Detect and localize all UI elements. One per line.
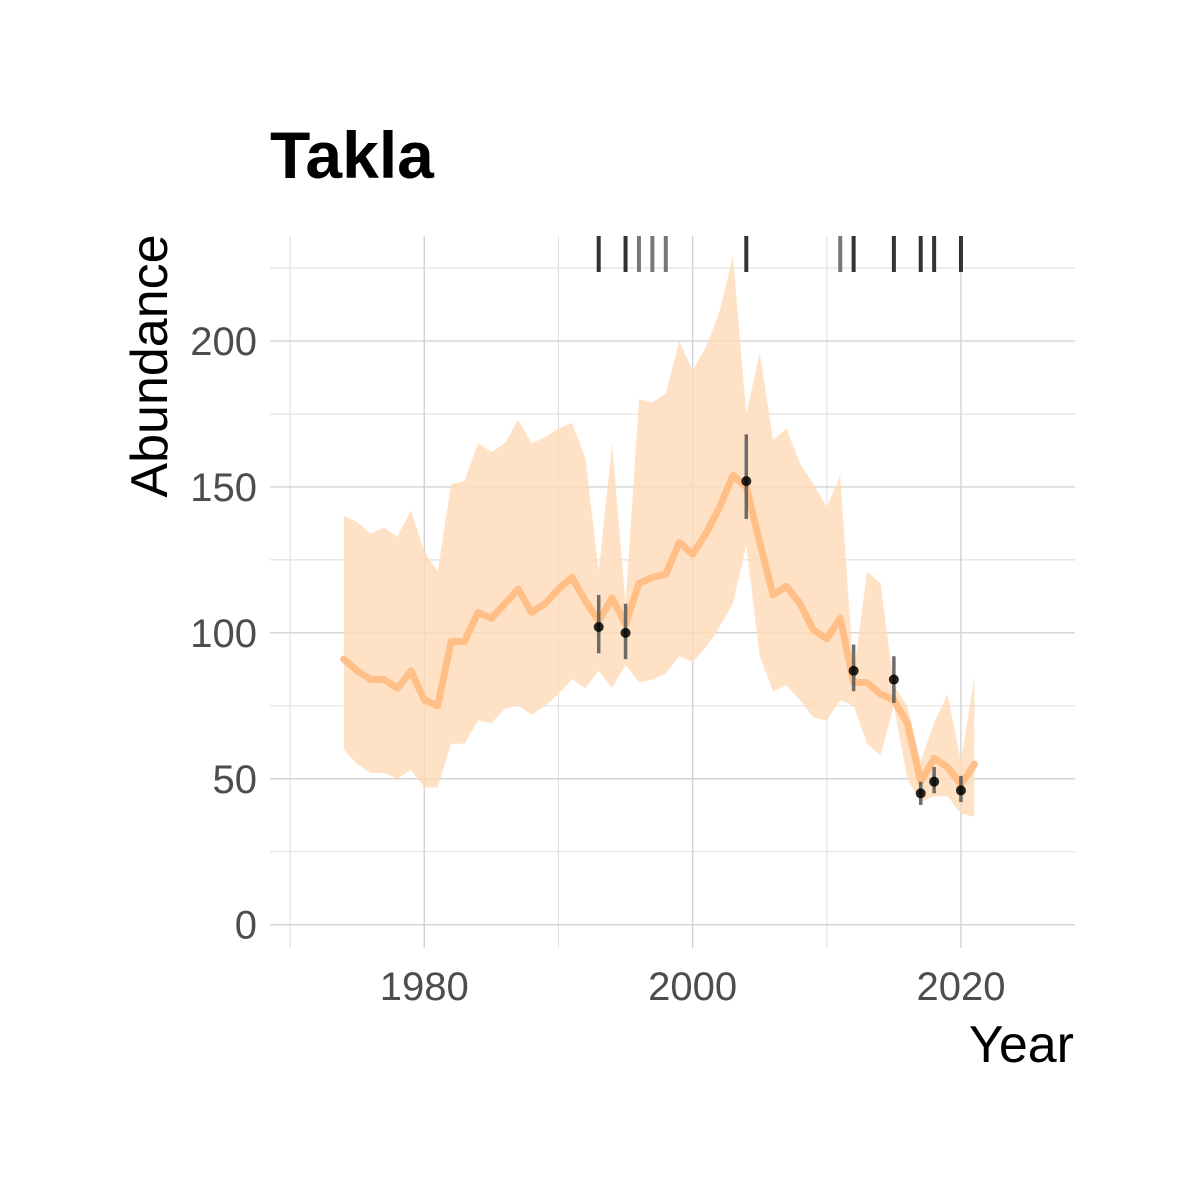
confidence-ribbon (343, 256, 975, 817)
x-tick-label: 1980 (380, 965, 469, 1009)
y-tick-label: 150 (190, 466, 257, 510)
observation-point (915, 788, 926, 799)
observation-point (848, 665, 859, 676)
survey-rug (596, 236, 963, 272)
observation-point (620, 627, 631, 638)
chart-title: Takla (270, 118, 435, 192)
axes: 1980 2000 2020 0 50 100 150 200 (190, 320, 1005, 1009)
y-tick-label: 0 (235, 904, 257, 948)
observation-point (955, 785, 966, 796)
y-tick-label: 200 (190, 320, 257, 364)
estimate-line-layer (340, 471, 978, 789)
confidence-band (343, 256, 975, 817)
observation-point (929, 776, 940, 787)
observation-point (741, 476, 752, 487)
observation-point (593, 622, 604, 633)
observations (593, 434, 966, 806)
y-tick-label: 50 (213, 758, 258, 802)
observation-point (888, 674, 899, 685)
x-tick-label: 2000 (648, 965, 737, 1009)
y-tick-label: 100 (190, 612, 257, 656)
estimate-line (340, 471, 978, 789)
y-axis-title: Abundance (121, 234, 179, 497)
x-axis-title: Year (969, 1016, 1074, 1074)
x-tick-label: 2020 (916, 965, 1005, 1009)
